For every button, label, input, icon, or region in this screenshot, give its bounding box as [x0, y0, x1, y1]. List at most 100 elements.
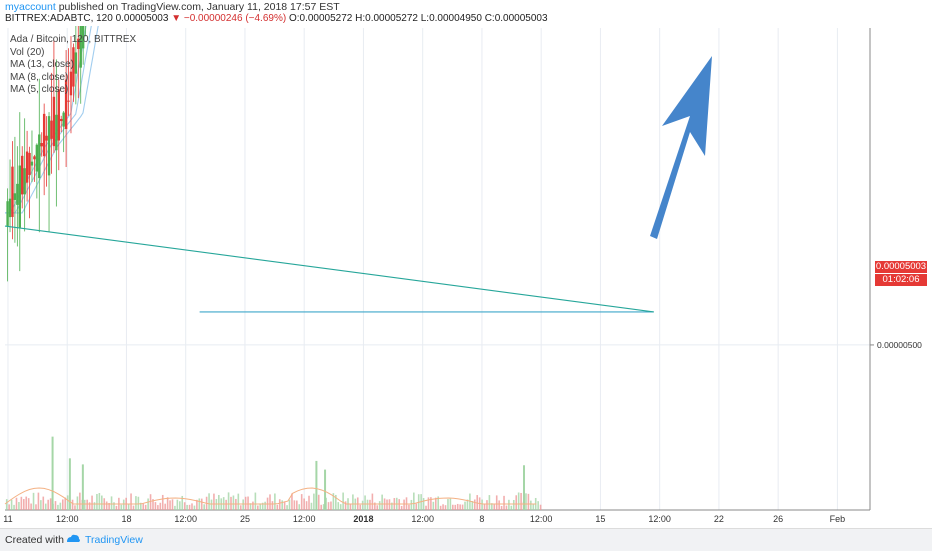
legend-ma8[interactable]: MA (8, close) [10, 71, 69, 83]
account-link[interactable]: myaccount [5, 1, 56, 13]
volume-bar [388, 499, 391, 510]
volume-bar [32, 492, 35, 510]
volume-bar [154, 502, 157, 510]
volume-bar [537, 501, 539, 510]
volume-bar [296, 500, 298, 510]
volume-bar [183, 502, 186, 510]
price-chart[interactable]: 0.000005000.000010000.000015000.00002000… [0, 0, 932, 528]
volume-spike [315, 460, 318, 510]
volume-spike [523, 465, 525, 510]
candle-body [47, 116, 51, 176]
volume-bar [469, 493, 471, 510]
volume-bar [378, 501, 381, 510]
volume-bar [98, 493, 101, 510]
candle-body [62, 112, 65, 127]
volume-bar [10, 499, 13, 510]
volume-bar [442, 504, 444, 510]
volume-spike [68, 458, 71, 510]
volume-bar [330, 501, 332, 510]
volume-bar [176, 499, 179, 510]
volume-bar [239, 505, 242, 510]
countdown-tag: 01:02:06 [875, 274, 927, 286]
volume-bar [93, 502, 96, 510]
volume-bar [493, 504, 496, 510]
x-tick-label: 12:00 [530, 514, 553, 524]
volume-bar [27, 498, 30, 510]
volume-bar [520, 492, 522, 510]
legend-ma13[interactable]: MA (13, close) [10, 59, 74, 70]
volume-bar [403, 499, 405, 510]
volume-bar [147, 498, 149, 510]
volume-bar [271, 501, 274, 510]
candle-body [77, 38, 80, 49]
volume-bar [483, 504, 486, 510]
volume-bar [61, 499, 64, 510]
x-tick-label: 12:00 [174, 514, 197, 524]
volume-bar [512, 499, 515, 510]
volume-bar [44, 503, 47, 510]
price-change: ▼ −0.00000246 (−4.69%) [171, 13, 287, 24]
volume-bar [320, 504, 322, 510]
volume-bar [210, 499, 213, 510]
volume-bar [337, 502, 340, 510]
x-tick-label: 25 [240, 514, 250, 524]
volume-bar [261, 502, 264, 510]
volume-bar [120, 504, 123, 510]
candle-body [30, 161, 34, 166]
volume-bar [200, 498, 203, 510]
candle-body [23, 168, 26, 195]
x-tick-label: 12:00 [648, 514, 671, 524]
volume-ma-line [4, 487, 537, 505]
volume-bar [191, 503, 193, 510]
volume-bar [310, 502, 313, 510]
legend-ma5[interactable]: MA (5, close) [10, 84, 69, 95]
candle-body [45, 135, 48, 141]
candle-body [13, 193, 17, 200]
volume-bar [105, 501, 108, 510]
volume-bar [259, 503, 262, 510]
volume-bar [198, 498, 201, 510]
volume-bar [144, 504, 147, 510]
x-tick-label: 26 [773, 514, 783, 524]
volume-bar [503, 495, 505, 510]
volume-bar [225, 499, 227, 510]
tradingview-brand-link[interactable]: TradingView [85, 534, 143, 546]
volume-bar [339, 504, 342, 510]
symbol-info: BITTREX:ADABTC, 120 0.00005003 [5, 13, 169, 24]
volume-bar [508, 499, 510, 510]
volume-bar [57, 504, 59, 510]
volume-bar [471, 500, 474, 510]
volume-bar [527, 493, 530, 510]
candle-body [33, 156, 36, 160]
chart-area[interactable]: 0.000005000.000010000.000015000.00002000… [0, 0, 932, 528]
volume-bar [159, 502, 162, 510]
volume-spike [324, 469, 327, 510]
volume-bar [369, 499, 371, 510]
volume-bar [37, 492, 40, 510]
volume-bar [218, 494, 220, 510]
volume-bar [127, 504, 130, 510]
volume-bar [274, 493, 276, 510]
chart-legend: Ada / Bitcoin, 120, BITTREX Vol (20) MA … [10, 34, 136, 97]
volume-bar [327, 502, 330, 510]
volume-bar [237, 493, 240, 510]
volume-bar [196, 499, 198, 510]
candle-body [57, 89, 60, 141]
volume-bar [464, 501, 466, 510]
volume-bar [203, 504, 205, 510]
volume-bar [71, 499, 74, 510]
volume-bar [432, 501, 435, 510]
x-tick-label: 12:00 [293, 514, 316, 524]
volume-bar [40, 500, 42, 510]
legend-vol[interactable]: Vol (20) [10, 46, 45, 58]
volume-spike [51, 436, 54, 510]
volume-bar [166, 497, 169, 510]
volume-bar [30, 503, 32, 510]
volume-bar [288, 499, 291, 510]
volume-bar [110, 496, 113, 510]
volume-bar [20, 496, 23, 510]
volume-bar [303, 498, 305, 510]
volume-bar [88, 502, 91, 510]
volume-bar [76, 496, 79, 510]
candle-body [50, 120, 53, 139]
